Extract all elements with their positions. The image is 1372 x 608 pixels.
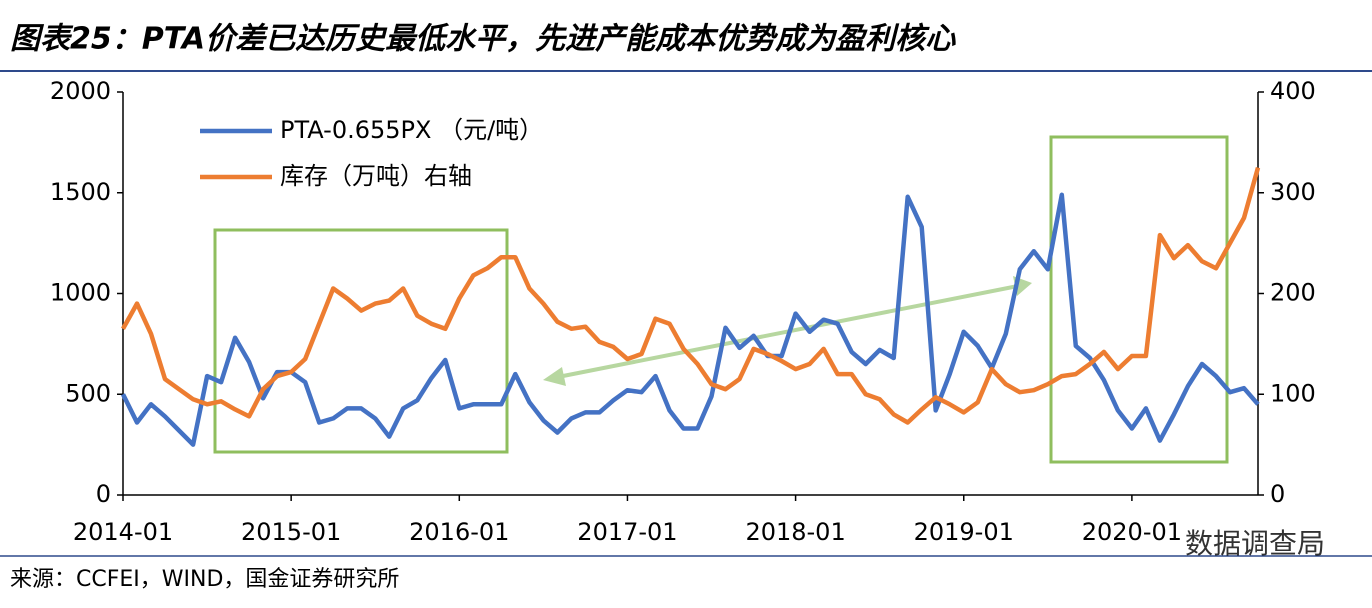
x-tick-label: 2020-01 <box>1082 518 1182 546</box>
highlight-box <box>213 228 509 454</box>
x-tick-label: 2018-01 <box>745 518 845 546</box>
y-tick-label: 500 <box>65 379 111 407</box>
highlight-box <box>1049 135 1229 464</box>
y2-tick-label: 100 <box>1270 379 1316 407</box>
chart-title: 图表25：PTA价差已达历史最低水平，先进产能成本优势成为盈利核心 <box>10 22 956 57</box>
series-line <box>120 192 1260 447</box>
x-tick-label: 2015-01 <box>241 518 341 546</box>
legend-label: 库存（万吨）右轴 <box>280 162 472 190</box>
y-tick-label: 1000 <box>50 279 111 307</box>
watermark: 数据调查局 <box>1185 527 1325 560</box>
y-tick-label: 0 <box>96 480 111 508</box>
x-tick-label: 2016-01 <box>409 518 509 546</box>
y-tick-label: 2000 <box>50 77 111 105</box>
y2-tick-label: 300 <box>1270 178 1316 206</box>
y2-tick-label: 200 <box>1270 279 1316 307</box>
x-tick-label: 2019-01 <box>914 518 1014 546</box>
x-tick-label: 2017-01 <box>577 518 677 546</box>
legend-label: PTA-0.655PX （元/吨） <box>280 116 543 144</box>
source: 来源：CCFEI，WIND，国金证券研究所 <box>10 567 399 592</box>
y2-tick-label: 0 <box>1270 480 1285 508</box>
y2-tick-label: 400 <box>1270 77 1316 105</box>
y-tick-label: 1500 <box>50 178 111 206</box>
x-tick-label: 2014-01 <box>73 518 173 546</box>
series-line <box>121 166 1261 425</box>
